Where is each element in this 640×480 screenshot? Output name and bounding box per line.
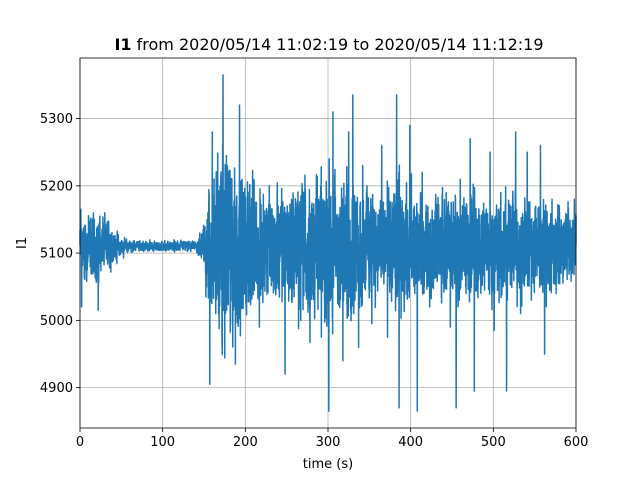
x-tick-label: 100: [150, 435, 175, 450]
axis-ticks: 0 100 200 300 400 500 600 4900 5000 5100 5200 5300: [40, 112, 589, 450]
series-layer: [79, 74, 577, 412]
x-tick-label: 600: [564, 435, 589, 450]
x-tick-label: 300: [316, 435, 341, 450]
x-axis-label: time (s): [303, 457, 353, 472]
x-tick-label: 400: [398, 435, 423, 450]
y-tick-label: 5200: [40, 179, 73, 194]
y-tick-label: 5000: [40, 314, 73, 329]
series-line: [79, 74, 577, 412]
x-tick-label: 0: [76, 435, 84, 450]
y-tick-label: 5100: [40, 247, 73, 262]
x-tick-label: 200: [233, 435, 258, 450]
y-tick-label: 5300: [40, 112, 73, 127]
chart-title: I1 from 2020/05/14 11:02:19 to 2020/05/1…: [114, 35, 543, 54]
chart-title-rest: from 2020/05/14 11:02:19 to 2020/05/14 1…: [132, 35, 544, 54]
y-tick-label: 4900: [40, 381, 73, 396]
chart-title-bold: I1: [114, 35, 131, 54]
y-axis-label: I1: [15, 237, 30, 249]
x-tick-label: 500: [481, 435, 506, 450]
